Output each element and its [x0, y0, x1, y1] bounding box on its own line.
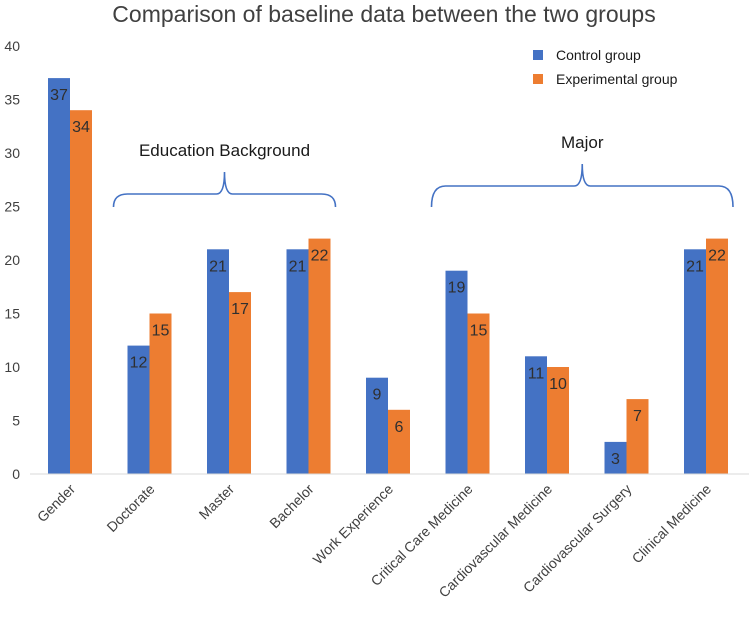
- x-tick-label: Clinical Medicine: [629, 481, 715, 567]
- bar-experimental: [229, 292, 251, 474]
- data-label: 21: [209, 258, 227, 275]
- data-label: 15: [152, 323, 170, 340]
- bar-experimental: [388, 409, 410, 474]
- x-tick-label: Doctorate: [103, 481, 157, 535]
- y-tick-label: 30: [4, 145, 20, 161]
- bar-control: [48, 78, 70, 474]
- y-tick-label: 20: [4, 252, 20, 268]
- bar-experimental: [706, 238, 728, 474]
- bar-control: [127, 345, 150, 474]
- x-tick-label: Work Experience: [310, 481, 397, 568]
- bar-experimental: [308, 238, 331, 474]
- bar-control: [604, 441, 627, 474]
- bar-control: [286, 249, 309, 474]
- y-tick-label: 35: [4, 92, 20, 108]
- y-tick-label: 5: [12, 413, 20, 429]
- chart-title: Comparison of baseline data between the …: [112, 1, 655, 27]
- x-tick-label: Bachelor: [266, 481, 317, 532]
- annotation-label: Education Background: [139, 141, 310, 160]
- data-label: 34: [72, 119, 90, 136]
- data-label: 12: [130, 355, 148, 372]
- x-tick-label: Master: [196, 481, 238, 523]
- legend-label: Control group: [556, 47, 641, 63]
- data-label: 17: [231, 301, 249, 318]
- legend-swatch: [533, 74, 543, 84]
- bar-experimental: [547, 367, 569, 474]
- bar-experimental: [467, 313, 490, 474]
- data-label: 3: [611, 451, 620, 468]
- y-tick-label: 10: [4, 359, 20, 375]
- y-tick-label: 15: [4, 306, 20, 322]
- bar-control: [684, 249, 706, 474]
- data-label: 10: [549, 376, 567, 393]
- bar-control: [366, 377, 388, 474]
- bar-control: [207, 249, 229, 474]
- data-label: 6: [395, 419, 404, 436]
- bars: [48, 78, 728, 474]
- data-label: 9: [373, 387, 382, 404]
- bar-control: [525, 356, 547, 474]
- data-label: 19: [448, 280, 466, 297]
- legend-swatch: [533, 50, 543, 60]
- bar-experimental: [149, 313, 172, 474]
- data-label: 11: [528, 365, 545, 382]
- annotations: Education Background Major: [112, 133, 734, 208]
- x-tick-label: Gender: [34, 481, 79, 526]
- data-label: 15: [470, 323, 488, 340]
- y-tick-label: 0: [12, 466, 20, 482]
- data-label: 21: [686, 258, 704, 275]
- data-label: 22: [708, 248, 726, 265]
- annotation-brace: [112, 171, 337, 208]
- bar-control: [445, 270, 468, 474]
- data-label: 21: [289, 258, 307, 275]
- y-tick-label: 40: [4, 38, 20, 54]
- legend-label: Experimental group: [556, 71, 678, 87]
- bar-experimental: [626, 399, 649, 474]
- bar-experimental: [70, 110, 92, 474]
- data-label: 7: [633, 408, 642, 425]
- legend: Control group Experimental group: [533, 47, 678, 87]
- y-axis: 0 5 10 15 20 25 30 35 40: [4, 38, 20, 482]
- annotation-label: Major: [561, 133, 604, 152]
- y-tick-label: 25: [4, 199, 20, 215]
- data-label: 22: [311, 248, 329, 265]
- annotation-brace: [430, 163, 734, 208]
- data-label: 37: [50, 87, 68, 104]
